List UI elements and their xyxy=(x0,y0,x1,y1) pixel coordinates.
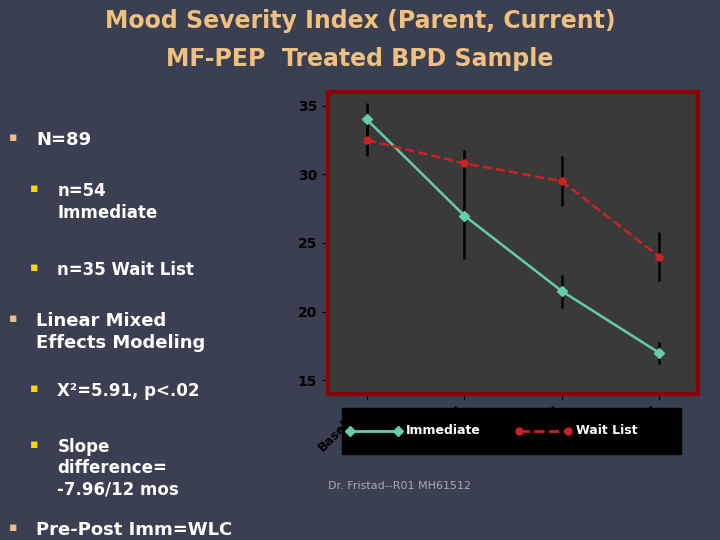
Text: n=35 Wait List: n=35 Wait List xyxy=(58,261,194,279)
Text: ▪: ▪ xyxy=(9,522,17,535)
Text: Immediate: Immediate xyxy=(406,424,481,437)
Text: Wait List: Wait List xyxy=(576,424,637,437)
Text: ▪: ▪ xyxy=(9,131,17,144)
Text: Slope
difference=
-7.96/12 mos: Slope difference= -7.96/12 mos xyxy=(58,438,179,499)
Text: Pre-Post Imm=WLC: Pre-Post Imm=WLC xyxy=(36,522,233,539)
Text: N=89: N=89 xyxy=(36,131,91,150)
Text: Dr. Fristad--R01 MH61512: Dr. Fristad--R01 MH61512 xyxy=(328,481,471,491)
Text: ▪: ▪ xyxy=(30,183,39,195)
Text: MF-PEP  Treated BPD Sample: MF-PEP Treated BPD Sample xyxy=(166,47,554,71)
Text: X²=5.91, p<.02: X²=5.91, p<.02 xyxy=(58,382,200,400)
Text: ▪: ▪ xyxy=(30,382,39,395)
Text: n=54
Immediate: n=54 Immediate xyxy=(58,183,158,222)
Text: ▪: ▪ xyxy=(30,438,39,451)
Text: ▪: ▪ xyxy=(30,261,39,274)
Text: ▪: ▪ xyxy=(9,313,17,326)
Bar xyxy=(342,408,680,454)
Text: Linear Mixed
Effects Modeling: Linear Mixed Effects Modeling xyxy=(36,313,205,352)
Text: Mood Severity Index (Parent, Current): Mood Severity Index (Parent, Current) xyxy=(104,9,616,33)
